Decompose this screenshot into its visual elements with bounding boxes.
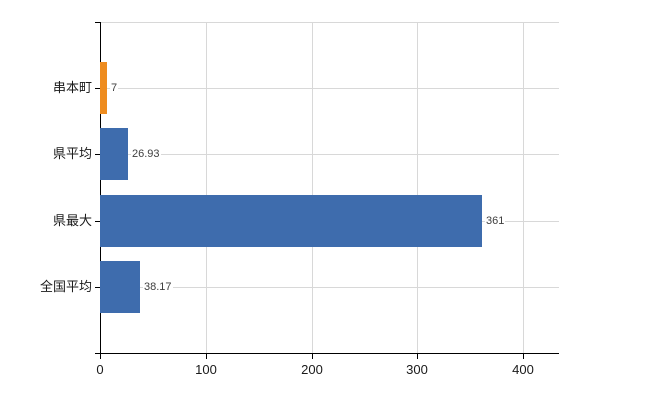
vertical-gridline [523,22,524,353]
x-axis-tick-label: 100 [195,362,217,377]
category-tick [95,88,100,89]
x-axis-tick [312,354,313,359]
category-label: 全国平均 [39,279,92,294]
category-tick [95,221,100,222]
horizontal-gridline [100,88,559,89]
category-label: 県平均 [52,146,92,161]
x-axis-tick-label: 200 [301,362,323,377]
x-axis-tick [417,354,418,359]
horizontal-gridline [100,287,559,288]
category-label: 串本町 [52,80,92,95]
value-label: 38.17 [143,280,173,294]
x-axis-line [95,353,559,354]
category-label: 県最大 [52,213,92,228]
plot-top-border [100,22,559,23]
axis-labels-layer: 0 100 200 300 400 串本町県平均県最大全国平均 [40,22,559,377]
vertical-gridline [206,22,207,353]
vertical-gridline [417,22,418,353]
bar-layer: 7 26.93 361 38.17 [100,22,559,353]
horizontal-gridline [100,154,559,155]
value-label: 26.93 [131,147,161,161]
y-axis-line [100,22,101,354]
plot-area: 7 26.93 361 38.17 0 100 200 300 400 串本町県平均県最大全国平… [40,22,559,377]
x-axis-tick [523,354,524,359]
category-tick [95,287,100,288]
value-label: 361 [485,214,506,228]
x-axis-tick-label: 400 [512,362,534,377]
value-label: 7 [110,81,119,95]
bar [100,261,140,313]
y-axis-top-tick [95,22,100,23]
bar [100,128,128,180]
x-axis-tick-label: 0 [96,362,104,377]
bar [100,62,107,114]
x-axis-tick [206,354,207,359]
x-axis-tick [100,354,101,359]
vertical-gridline [312,22,313,353]
x-axis-tick-label: 300 [406,362,428,377]
bar [100,195,482,247]
category-tick [95,154,100,155]
